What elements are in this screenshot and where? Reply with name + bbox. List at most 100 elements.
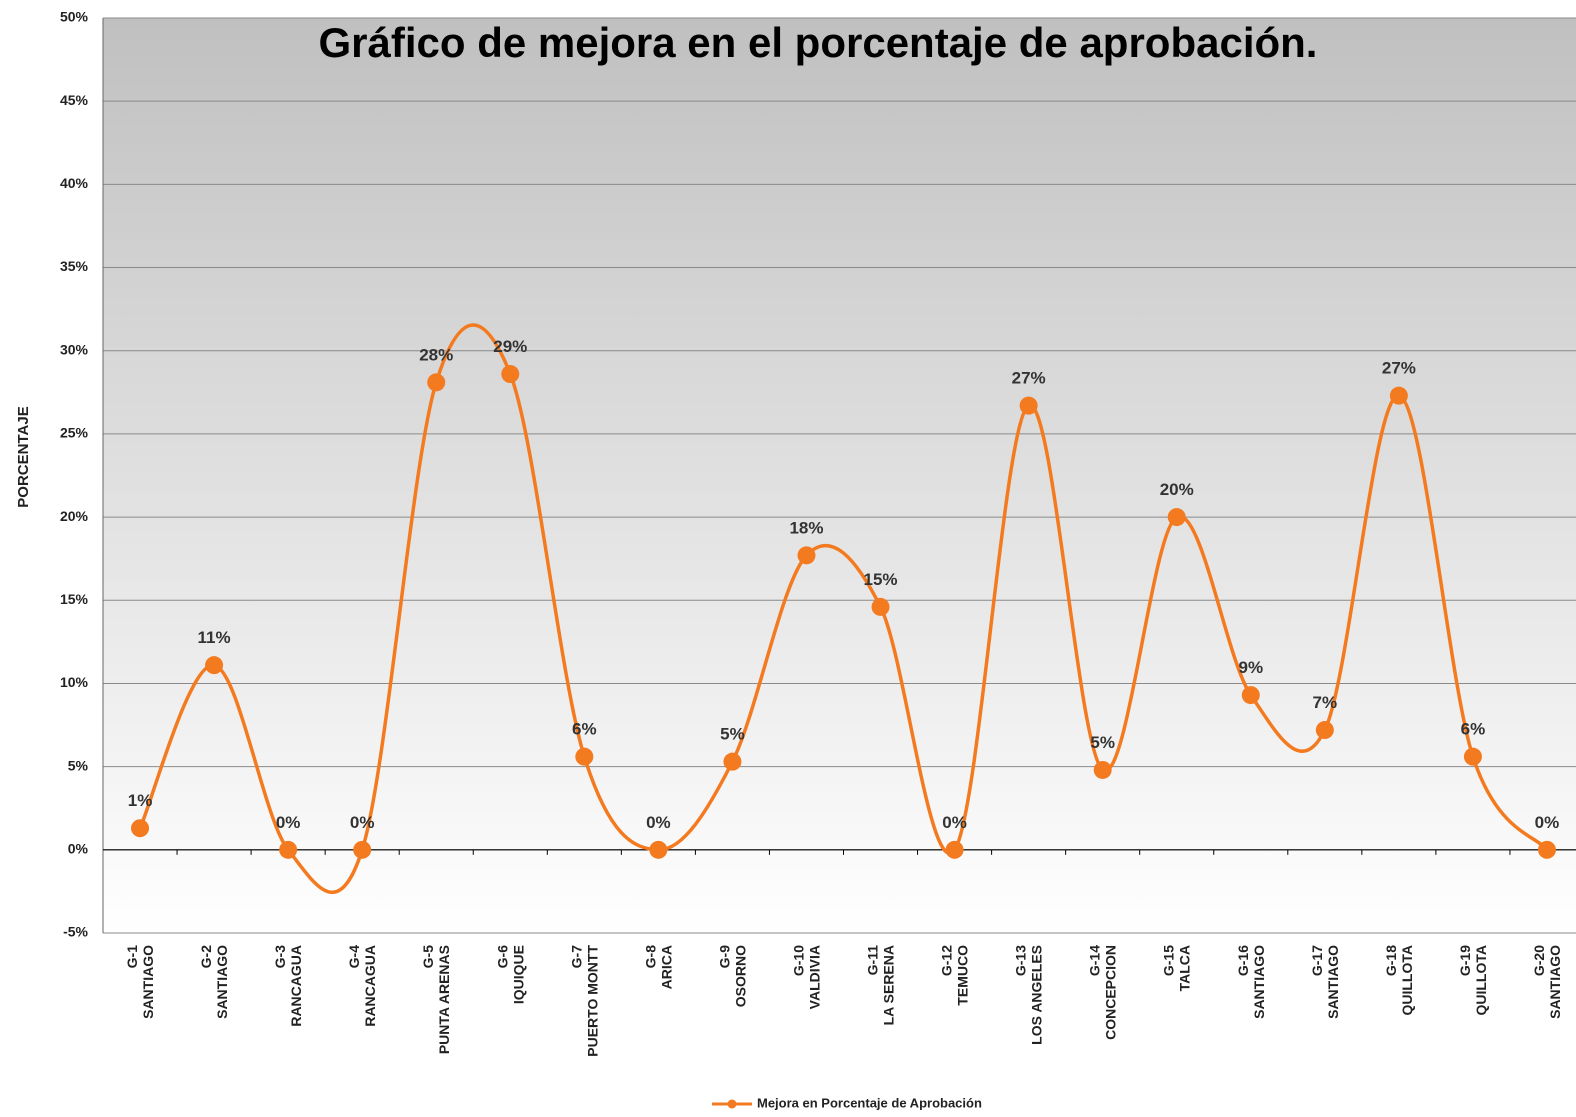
x-tick-label-line: G-5 xyxy=(420,945,436,969)
x-tick-label-line: QUILLOTA xyxy=(1473,945,1489,1016)
x-tick-label-line: G-2 xyxy=(198,945,214,969)
data-point xyxy=(131,819,150,838)
data-point xyxy=(945,840,964,859)
x-tick-label-line: G-7 xyxy=(568,945,584,969)
data-label: 0% xyxy=(350,813,375,832)
x-tick-label: G-7PUERTO MONTT xyxy=(568,945,600,1057)
y-tick-label: 20% xyxy=(60,508,89,524)
x-tick-label-line: TEMUCO xyxy=(955,945,971,1006)
x-tick-label-line: PUNTA ARENAS xyxy=(436,945,452,1054)
data-point xyxy=(427,373,446,392)
data-point xyxy=(723,752,742,771)
x-tick-label: G-17SANTIAGO xyxy=(1309,945,1341,1019)
x-tick-label-line: G-1 xyxy=(124,945,140,969)
data-point xyxy=(871,597,890,616)
data-label: 28% xyxy=(419,345,453,364)
x-tick-label-line: G-13 xyxy=(1013,945,1029,976)
chart-title: Gráfico de mejora en el porcentaje de ap… xyxy=(319,19,1318,66)
x-tick-label: G-14CONCEPCION xyxy=(1087,945,1119,1040)
x-tick-label: G-20SANTIAGO xyxy=(1531,945,1563,1019)
data-label: 20% xyxy=(1160,480,1194,499)
x-tick-label-line: G-15 xyxy=(1161,945,1177,976)
data-point xyxy=(279,840,298,859)
x-tick-label: G-10VALDIVIA xyxy=(790,945,822,1010)
data-label: 0% xyxy=(276,813,301,832)
x-tick-label-line: G-4 xyxy=(346,945,362,969)
x-tick-label: G-2SANTIAGO xyxy=(198,945,230,1019)
data-point xyxy=(353,840,372,859)
y-tick-label: 0% xyxy=(68,841,89,857)
legend-marker xyxy=(727,1099,737,1109)
x-tick-label: G-3RANCAGUA xyxy=(272,945,304,1027)
x-tick-label-line: SANTIAGO xyxy=(1325,945,1341,1019)
data-label: 11% xyxy=(198,628,231,647)
y-tick-label: 50% xyxy=(60,9,89,25)
x-tick-label-line: CONCEPCION xyxy=(1103,945,1119,1040)
data-point xyxy=(1537,840,1556,859)
x-tick-label: G-15TALCA xyxy=(1161,945,1193,992)
data-point xyxy=(1093,760,1112,779)
data-label: 7% xyxy=(1313,693,1338,712)
data-label: 9% xyxy=(1238,658,1263,677)
data-point xyxy=(797,546,816,565)
x-tick-label-line: SANTIAGO xyxy=(214,945,230,1019)
x-tick-label-line: G-11 xyxy=(865,945,881,976)
x-tick-label-line: G-16 xyxy=(1235,945,1251,976)
x-tick-label-line: ARICA xyxy=(658,945,674,989)
x-tick-label-line: IQUIQUE xyxy=(510,945,526,1004)
x-tick-label-line: VALDIVIA xyxy=(806,945,822,1009)
x-tick-label-line: G-18 xyxy=(1383,945,1399,976)
data-label: 27% xyxy=(1012,369,1046,388)
data-point xyxy=(1389,386,1408,405)
x-tick-label: G-19QUILLOTA xyxy=(1457,945,1489,1016)
data-label: 0% xyxy=(1535,813,1560,832)
y-axis-label: PORCENTAJE xyxy=(15,406,32,507)
x-tick-label-line: PUERTO MONTT xyxy=(584,945,600,1057)
x-tick-label-line: G-20 xyxy=(1531,945,1547,976)
data-label: 0% xyxy=(646,813,671,832)
x-tick-label-line: G-17 xyxy=(1309,945,1325,976)
x-tick-label-line: G-8 xyxy=(642,945,658,969)
x-tick-label-line: LA SERENA xyxy=(881,945,897,1025)
x-tick-label: G-16SANTIAGO xyxy=(1235,945,1267,1019)
data-label: 1% xyxy=(128,791,153,810)
x-tick-label-line: G-19 xyxy=(1457,945,1473,976)
x-tick-label-line: SANTIAGO xyxy=(1251,945,1267,1019)
data-point xyxy=(205,656,224,675)
data-point xyxy=(1241,686,1260,705)
x-tick-label: G-1SANTIAGO xyxy=(124,945,156,1019)
y-tick-label: 25% xyxy=(60,425,89,441)
x-tick-label-line: LOS ANGELES xyxy=(1029,945,1045,1045)
x-tick-label-line: SANTIAGO xyxy=(140,945,156,1019)
x-tick-label: G-5PUNTA ARENAS xyxy=(420,945,452,1054)
data-point xyxy=(1019,396,1038,415)
x-tick-label: G-4RANCAGUA xyxy=(346,945,378,1027)
x-tick-label: G-18QUILLOTA xyxy=(1383,945,1415,1016)
x-tick-label-line: RANCAGUA xyxy=(362,945,378,1027)
data-label: 6% xyxy=(1461,720,1486,739)
x-tick-label-line: SANTIAGO xyxy=(1547,945,1563,1019)
plot-area xyxy=(103,18,1576,933)
data-point xyxy=(1463,747,1482,766)
y-tick-label: 35% xyxy=(60,258,89,274)
x-tick-label-line: G-3 xyxy=(272,945,288,969)
x-tick-label-line: OSORNO xyxy=(732,945,748,1007)
y-tick-label: 40% xyxy=(60,175,89,191)
data-label: 6% xyxy=(572,720,597,739)
y-tick-label: 45% xyxy=(60,92,89,108)
x-tick-label-line: TALCA xyxy=(1177,945,1193,991)
x-tick-label-line: G-12 xyxy=(939,945,955,976)
data-point xyxy=(1315,721,1334,740)
x-tick-label: G-6IQUIQUE xyxy=(494,945,526,1004)
x-tick-label: G-11LA SERENA xyxy=(865,945,897,1026)
data-point xyxy=(501,365,520,384)
data-label: 15% xyxy=(864,570,898,589)
data-label: 0% xyxy=(942,813,967,832)
data-label: 5% xyxy=(720,725,745,744)
y-tick-label: 5% xyxy=(68,757,89,773)
x-tick-label: G-9OSORNO xyxy=(716,945,748,1007)
data-point xyxy=(575,747,594,766)
x-tick-label: G-12TEMUCO xyxy=(939,945,971,1006)
data-label: 29% xyxy=(493,337,527,356)
